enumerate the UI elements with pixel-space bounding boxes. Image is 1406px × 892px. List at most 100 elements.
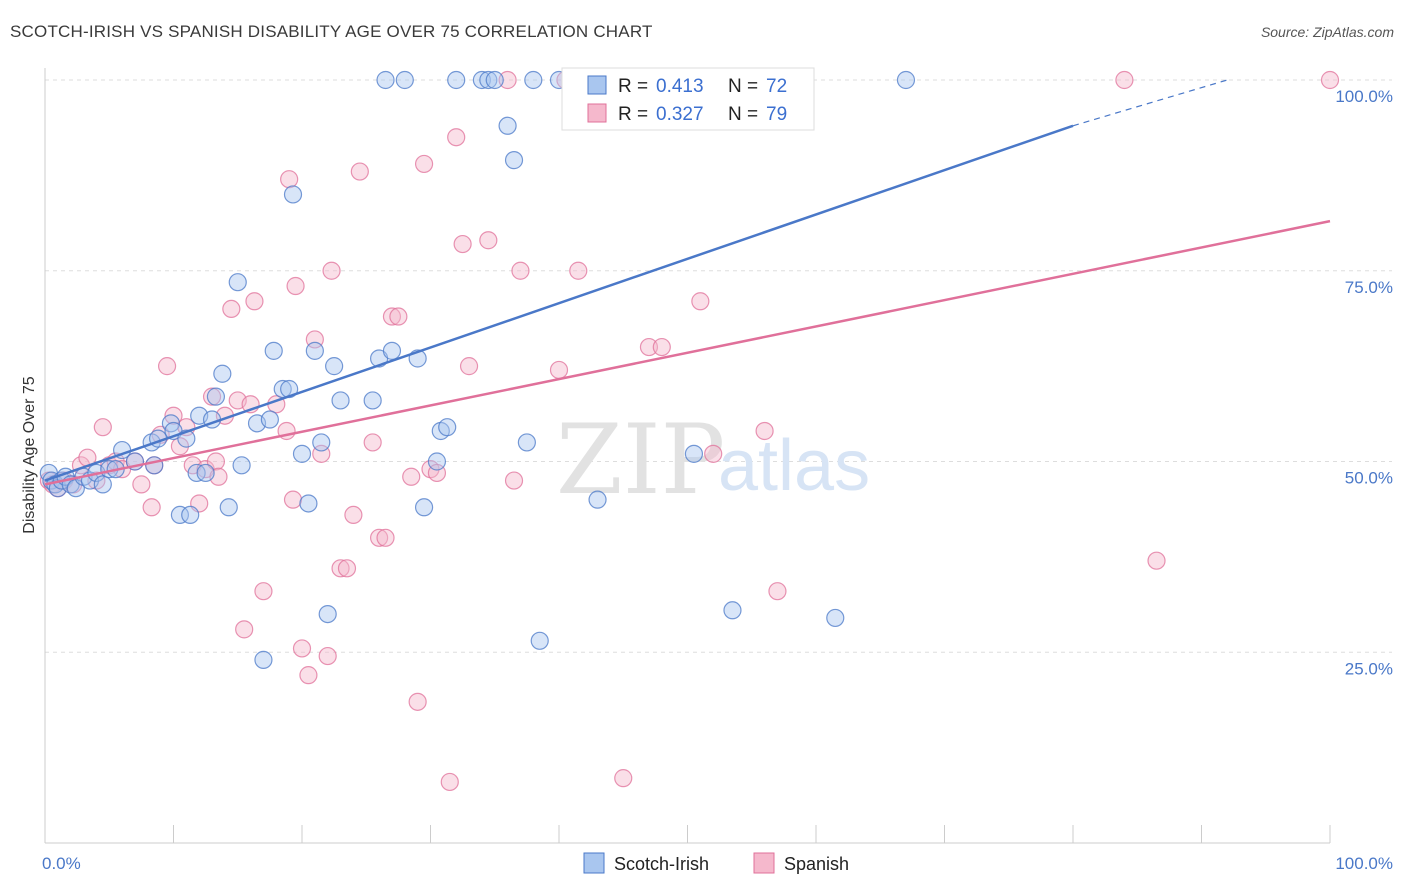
scotch-irish-point-44: [318, 604, 337, 624]
scotch-irish-point-26: [196, 463, 215, 483]
spanish-point-19: [170, 437, 190, 456]
legend-r-value-2: 0.327: [656, 104, 704, 125]
scotch-irish-point-47: [363, 391, 382, 410]
spanish-point-32: [245, 292, 264, 311]
spanish-point-66: [511, 261, 530, 280]
x-tick-label-1: 100.0%: [1335, 854, 1393, 873]
y-tick-labels: 25.0% 50.0% 75.0% 100.0%: [1335, 87, 1393, 678]
spanish-point-55: [408, 692, 427, 711]
spanish-point-61: [453, 234, 472, 254]
legend-r-label-2: R =: [618, 104, 648, 125]
scotch-irish-point-29: [213, 364, 232, 383]
spanish-point-73: [691, 292, 710, 311]
spanish-point-14: [142, 498, 161, 517]
spanish-point-71: [639, 337, 659, 357]
spanish-point-46: [337, 559, 357, 578]
spanish-point-79: [1320, 70, 1340, 90]
series-scotch-irish-points: [39, 70, 916, 669]
scotch-irish-point-60: [485, 70, 504, 90]
scotch-irish-point-28: [206, 387, 226, 406]
scotch-irish-point-70: [723, 601, 742, 620]
trend-lines: [44, 79, 1331, 486]
trend-line-scotch-irish: [44, 124, 1074, 482]
legend-r-value-1: 0.413: [656, 76, 704, 97]
spanish-point-17: [157, 357, 177, 376]
spanish-point-48: [350, 162, 369, 181]
spanish-point-64: [498, 70, 517, 90]
scotch-irish-point-17: [145, 456, 164, 475]
stats-legend: R = 0.413 N = 72 R = 0.327 N = 79: [561, 67, 815, 131]
trend-line-scotch-irish-extension: [1072, 79, 1228, 127]
spanish-point-59: [440, 772, 459, 792]
watermark-atlas: atlas: [718, 426, 870, 506]
scotch-irish-point-34: [254, 650, 273, 669]
scotch-irish-point-58: [472, 70, 491, 90]
series-legend-label-spanish: Spanish: [784, 854, 849, 874]
scotch-irish-point-71: [826, 608, 845, 628]
scotch-irish-point-40: [292, 444, 312, 463]
scotch-irish-point-21: [170, 505, 190, 525]
grid-lines: [45, 79, 1392, 653]
y-tick-label-2: 75.0%: [1345, 278, 1393, 297]
spanish-point-62: [459, 357, 479, 376]
series-legend-swatch-scotch-irish: [583, 852, 605, 874]
spanish-point-75: [755, 421, 774, 441]
scotch-irish-point-46: [331, 391, 350, 410]
spanish-point-74: [704, 444, 723, 463]
spanish-point-51: [376, 528, 395, 547]
scotch-irish-point-69: [684, 444, 704, 463]
spanish-point-63: [479, 231, 498, 250]
scotch-irish-point-50: [382, 341, 402, 360]
source-credit: Source: ZipAtlas.com: [1260, 24, 1394, 40]
spanish-point-39: [292, 639, 312, 658]
scotch-irish-point-63: [517, 433, 536, 452]
scotch-irish-point-53: [414, 498, 434, 517]
spanish-point-50: [370, 528, 389, 547]
trend-line-spanish: [44, 219, 1331, 486]
legend-n-label-2: N =: [728, 104, 758, 125]
spanish-point-77: [1115, 70, 1134, 90]
series-legend: Scotch-Irish Spanish: [583, 852, 849, 874]
legend-n-value-2: 79: [766, 104, 787, 125]
scotch-irish-point-54: [427, 452, 447, 471]
spanish-point-43: [318, 646, 337, 666]
chart-title: SCOTCH-IRISH VS SPANISH DISABILITY AGE O…: [10, 22, 653, 41]
axes: [44, 68, 1331, 844]
series-legend-label-scotch-irish: Scotch-Irish: [614, 854, 709, 874]
scotch-irish-point-67: [588, 490, 607, 509]
spanish-point-53: [389, 307, 408, 326]
scotch-irish-point-59: [479, 70, 498, 90]
spanish-point-28: [222, 299, 241, 318]
scotch-irish-point-30: [219, 498, 238, 517]
scotch-irish-point-35: [260, 410, 279, 429]
series-legend-swatch-spanish: [753, 852, 775, 874]
y-tick-label-1: 50.0%: [1345, 469, 1393, 488]
y-tick-label-3: 100.0%: [1335, 87, 1393, 106]
spanish-point-30: [235, 620, 254, 639]
legend-r-label-1: R =: [618, 76, 648, 97]
spanish-point-65: [504, 471, 524, 490]
scotch-irish-point-56: [438, 418, 457, 437]
legend-swatch-spanish: [587, 103, 607, 123]
spanish-point-47: [344, 505, 363, 525]
spanish-point-40: [299, 666, 318, 685]
scotch-irish-point-49: [376, 70, 395, 90]
spanish-point-45: [331, 559, 350, 578]
y-tick-label-0: 25.0%: [1345, 659, 1393, 678]
spanish-point-72: [652, 337, 671, 357]
scotch-irish-point-42: [305, 341, 324, 360]
spanish-point-38: [286, 276, 305, 296]
spanish-point-13: [132, 475, 151, 494]
spanish-point-25: [206, 452, 226, 471]
watermark-zip: ZIP: [556, 404, 725, 516]
spanish-point-70: [614, 769, 633, 788]
spanish-point-33: [254, 582, 273, 601]
spanish-point-76: [768, 582, 787, 601]
spanish-point-78: [1147, 551, 1166, 570]
scotch-irish-point-31: [228, 273, 247, 292]
spanish-point-37: [283, 490, 303, 509]
spanish-point-49: [363, 433, 382, 452]
spanish-point-36: [280, 170, 299, 189]
spanish-point-8: [93, 418, 112, 437]
spanish-point-69: [569, 261, 588, 280]
